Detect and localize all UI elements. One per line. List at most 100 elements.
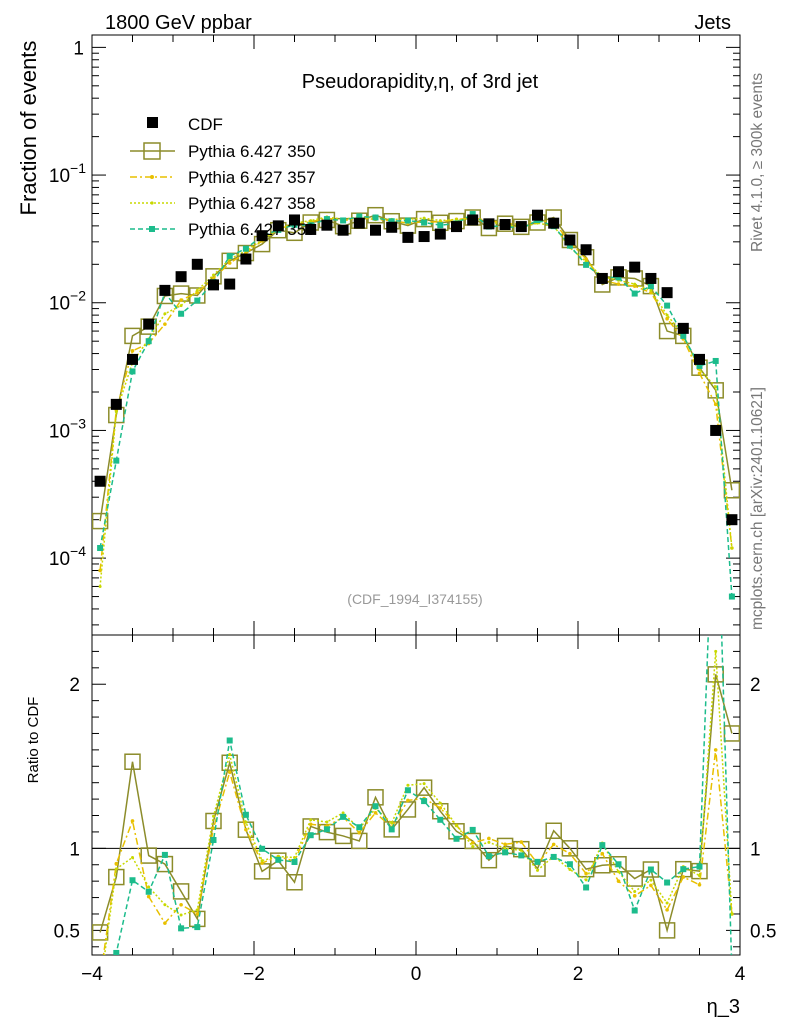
point-pythia-6-427-358 (438, 219, 442, 223)
ratio-point-pythia-6-427-358 (212, 814, 215, 818)
main-ylabel: Fraction of events (16, 41, 41, 216)
point-pythia-6-427-359 (113, 457, 120, 464)
point-pythia-6-427-359 (178, 310, 185, 317)
point-pythia-6-427-359 (388, 218, 395, 225)
legend-marker-pythia-357 (150, 175, 154, 179)
ratio-point-pythia-6-427-350 (286, 874, 303, 891)
point-cdf (515, 221, 527, 233)
ratio-point-pythia-6-427-357 (244, 827, 248, 832)
ratio-point-pythia-6-427-358 (633, 890, 637, 894)
legend-marker-pythia-359 (149, 226, 155, 232)
ratio-point-pythia-6-427-359 (599, 842, 606, 849)
point-cdf (726, 514, 738, 526)
ratio-point-pythia-6-427-357 (470, 841, 475, 845)
side-label-rivet: Rivet 4.1.0, ≥ 300k events (749, 73, 766, 252)
ratio-point-pythia-6-427-359 (275, 856, 282, 863)
ratio-point-pythia-6-427-350 (124, 753, 141, 770)
point-pythia-6-427-358 (98, 584, 102, 588)
ratio-point-pythia-6-427-357 (649, 883, 653, 888)
x-tick-label: 0 (411, 964, 422, 985)
legend-entry-pythia-358: Pythia 6.427 358 (130, 194, 316, 213)
point-cdf (467, 214, 479, 226)
ratio-point-pythia-6-427-357 (179, 902, 183, 907)
ratio-point-pythia-6-427-358 (730, 912, 734, 916)
ratio-point-pythia-6-427-357 (130, 819, 135, 823)
side-label-mcplots: mcplots.cern.ch [arXiv:2401.10621] (749, 387, 766, 630)
point-pythia-6-427-359 (631, 290, 638, 297)
legend-entry-pythia-357: Pythia 6.427 357 (130, 168, 316, 187)
point-pythia-6-427-359 (340, 217, 347, 224)
point-cdf (532, 209, 543, 221)
ratio-point-pythia-6-427-358 (698, 874, 701, 878)
point-pythia-6-427-359 (664, 302, 671, 309)
point-pythia-6-427-359 (712, 357, 719, 364)
point-pythia-6-427-357 (713, 402, 718, 407)
point-pythia-6-427-359 (583, 261, 590, 268)
analysis-tag: (CDF_1994_I374155) (347, 591, 482, 607)
ratio-point-pythia-6-427-359 (145, 888, 152, 895)
point-pythia-6-427-359 (566, 242, 573, 249)
ratio-point-pythia-6-427-359 (356, 824, 363, 831)
ratio-point-pythia-6-427-359 (323, 826, 330, 833)
point-cdf (548, 217, 560, 229)
ratio-point-pythia-6-427-359 (194, 924, 201, 931)
point-cdf (661, 287, 673, 299)
ratio-ylabel: Ratio to CDF (25, 697, 42, 784)
x-tick-label: −2 (243, 964, 265, 985)
ratio-point-pythia-6-427-357 (487, 836, 491, 841)
ratio-point-pythia-6-427-359 (647, 866, 654, 873)
point-cdf (451, 221, 462, 233)
point-cdf (564, 234, 576, 246)
ratio-point-pythia-6-427-358 (422, 782, 426, 786)
point-cdf (645, 272, 657, 284)
ratio-point-pythia-6-427-358 (536, 868, 539, 872)
legend-entry-pythia-350: Pythia 6.427 350 (130, 142, 316, 161)
ratio-point-pythia-6-427-359 (566, 861, 573, 868)
ratio-point-pythia-6-427-357 (308, 822, 313, 827)
ratio-point-pythia-6-427-357 (568, 851, 572, 856)
x-tick-label: 4 (735, 964, 746, 985)
point-pythia-6-427-358 (714, 385, 718, 389)
ratio-point-pythia-6-427-358 (568, 868, 572, 872)
ratio-point-pythia-6-427-358 (455, 823, 458, 827)
point-pythia-6-427-359 (404, 217, 411, 224)
ratio-point-pythia-6-427-358 (163, 903, 167, 907)
ratio-point-pythia-6-427-358 (438, 801, 442, 805)
ratio-point-pythia-6-427-358 (195, 908, 199, 912)
y-tick-label-ratio: 1 (69, 839, 80, 860)
point-pythia-6-427-350 (496, 215, 514, 232)
point-cdf (127, 353, 138, 365)
ratio-point-pythia-6-427-358 (228, 753, 232, 757)
point-cdf (191, 258, 203, 270)
ratio-point-pythia-6-427-357 (519, 840, 524, 844)
point-pythia-6-427-357 (130, 349, 135, 353)
ratio-point-pythia-6-427-359 (404, 787, 411, 794)
point-pythia-6-427-358 (212, 273, 215, 277)
legend: CDF Pythia 6.427 350 Pythia 6.427 357 Py… (130, 115, 316, 239)
point-pythia-6-427-358 (649, 288, 653, 292)
point-cdf (94, 475, 106, 487)
ratio-point-pythia-6-427-357 (373, 811, 378, 815)
point-cdf (175, 271, 187, 283)
point-pythia-6-427-350 (367, 206, 384, 224)
point-pythia-6-427-359 (647, 283, 654, 290)
y-tick-label-ratio: 2 (69, 675, 80, 696)
y-tick-label-main: 10−4 (49, 543, 86, 570)
point-cdf (483, 218, 495, 230)
point-pythia-6-427-359 (615, 274, 622, 281)
point-pythia-6-427-358 (422, 216, 426, 220)
ratio-point-pythia-6-427-359 (713, 435, 719, 441)
ratio-point-pythia-6-427-358 (309, 818, 313, 822)
point-cdf (224, 278, 236, 290)
ratio-point-pythia-6-427-350 (658, 922, 676, 939)
point-cdf (418, 231, 430, 243)
point-cdf (613, 266, 624, 278)
point-cdf (272, 220, 284, 232)
ratio-point-pythia-6-427-359 (259, 845, 266, 852)
ratio-axes: −4 −2 0 2 4 0.5 0.5 1 1 2 2 (54, 634, 776, 985)
ratio-point-pythia-6-427-358 (487, 840, 491, 844)
ratio-point-pythia-6-427-359 (518, 852, 525, 859)
ratio-point-pythia-6-427-358 (114, 867, 118, 871)
ratio-point-pythia-6-427-358 (390, 821, 394, 825)
main-axes: 1 10−1 10−2 10−3 10−4 (49, 35, 741, 635)
